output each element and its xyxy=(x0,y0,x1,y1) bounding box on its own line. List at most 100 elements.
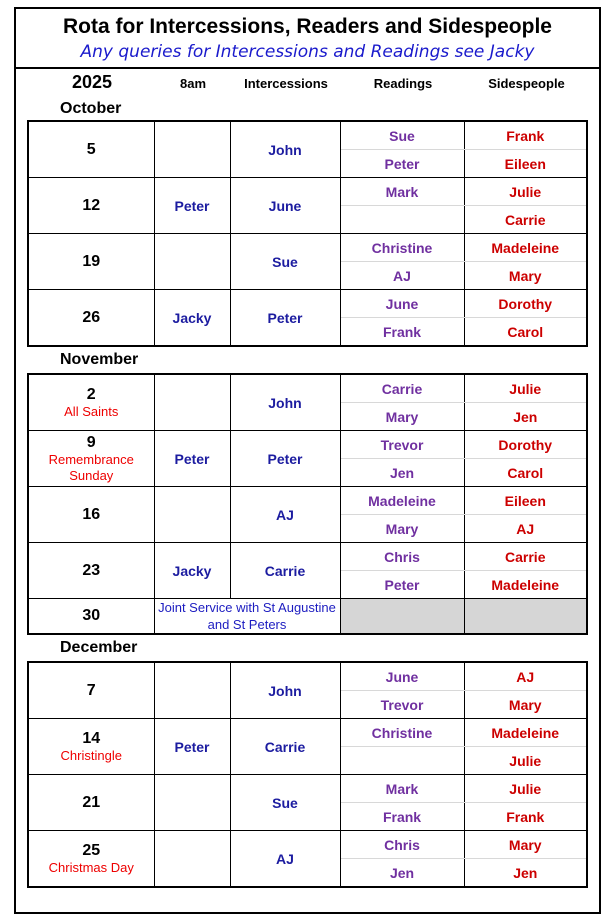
sidesperson-1: Julie xyxy=(463,774,588,803)
date: 19 xyxy=(82,252,101,270)
table-row: 16 AJ Madeleine Eileen xyxy=(27,486,588,543)
intercessions-person: June xyxy=(229,177,341,234)
column-header-8am: 8am xyxy=(179,76,207,91)
rota-document: Rota for Intercessions, Readers and Side… xyxy=(14,7,601,914)
service-note: Christingle xyxy=(60,747,122,763)
sidesperson-2: AJ xyxy=(463,514,588,543)
sidesperson-1: AJ xyxy=(463,661,588,691)
table-row: 12 Peter June Mark Julie xyxy=(27,177,588,234)
date-cell: 26 xyxy=(27,289,155,347)
sidesperson-1: Frank xyxy=(463,120,588,150)
reader-2: Trevor xyxy=(339,690,465,719)
table-row-lower: Peter Eileen xyxy=(28,149,588,178)
date-cell: 14 Christingle xyxy=(27,718,155,775)
date-cell: 23 xyxy=(27,542,155,599)
table-row-lower: Frank Frank xyxy=(28,802,588,831)
date: 25 xyxy=(82,841,101,859)
reader-2: Frank xyxy=(339,802,465,831)
page-subtitle: Any queries for Intercessions and Readin… xyxy=(80,42,535,62)
date-cell: 9 Remembrance Sunday xyxy=(27,430,155,487)
intercessions-person: John xyxy=(229,373,341,431)
sidesperson-1: Julie xyxy=(463,177,588,206)
8am-intercessor xyxy=(153,486,231,543)
8am-intercessor xyxy=(153,373,231,431)
sidesperson-1: Madeleine xyxy=(463,233,588,262)
reader-1: Trevor xyxy=(339,430,465,459)
table-row: 23 Jacky Carrie Chris Carrie xyxy=(27,542,588,599)
date: 26 xyxy=(82,308,101,326)
date-cell: 25 Christmas Day xyxy=(27,830,155,888)
column-header-sidespeople: Sidespeople xyxy=(488,76,565,91)
month-sections: October 5 John Sue Frank Peter Eileen 12 Peter Ju… xyxy=(16,97,599,888)
date: 21 xyxy=(82,793,101,811)
8am-intercessor: Jacky xyxy=(153,542,231,599)
8am-intercessor: Peter xyxy=(153,177,231,234)
sidesperson-2: Mary xyxy=(463,690,588,719)
page-title: Rota for Intercessions, Readers and Side… xyxy=(63,15,552,38)
intercessions-person: Peter xyxy=(229,289,341,347)
8am-intercessor: Jacky xyxy=(153,289,231,347)
date-cell: 16 xyxy=(27,486,155,543)
intercessions-person: John xyxy=(229,120,341,178)
sidesperson-1: Dorothy xyxy=(463,289,588,318)
reader-2 xyxy=(339,746,465,775)
8am-intercessor: Peter xyxy=(153,718,231,775)
reader-2: Frank xyxy=(339,317,465,347)
sidesperson-1: Madeleine xyxy=(463,718,588,747)
sidesperson-1: Dorothy xyxy=(463,430,588,459)
table-row-lower: Mary Jen xyxy=(28,402,588,431)
8am-intercessor xyxy=(153,661,231,719)
reader-1: Chris xyxy=(339,542,465,571)
sidesperson-1: Mary xyxy=(463,830,588,859)
reader-1: Christine xyxy=(339,233,465,262)
intercessions-person: Sue xyxy=(229,233,341,290)
date: 2 xyxy=(86,385,96,403)
table-row-lower: Peter Madeleine xyxy=(28,570,588,599)
table-row: 26 Jacky Peter June Dorothy xyxy=(27,289,588,347)
rota-table-october: 5 John Sue Frank Peter Eileen 12 Peter June Mark J… xyxy=(27,120,588,347)
table-row: 25 Christmas Day AJ Chris Mary xyxy=(27,830,588,888)
reader-1: Madeleine xyxy=(339,486,465,515)
sidesperson-2: Frank xyxy=(463,802,588,831)
table-row: 14 Christingle Peter Carrie Christine Madelei… xyxy=(27,718,588,775)
rota-table-november: 2 All Saints John Carrie Julie Mary Jen 9 Rememb… xyxy=(27,373,588,635)
reader-2: AJ xyxy=(339,261,465,290)
sidesperson-2: Carol xyxy=(463,317,588,347)
service-note: All Saints xyxy=(64,403,119,419)
table-row: 19 Sue Christine Madeleine xyxy=(27,233,588,290)
date: 14 xyxy=(82,729,101,747)
column-headers: 2025 8am Intercessions Readings Sidespeo… xyxy=(16,69,599,97)
intercessions-person: AJ xyxy=(229,830,341,888)
reader-2: Peter xyxy=(339,570,465,599)
8am-intercessor xyxy=(153,120,231,178)
date-cell: 12 xyxy=(27,177,155,234)
intercessions-person: John xyxy=(229,661,341,719)
sidesperson-2: Carrie xyxy=(463,205,588,234)
sidesperson-1: Eileen xyxy=(463,486,588,515)
table-row: 21 Sue Mark Julie xyxy=(27,774,588,831)
month-label: October xyxy=(60,100,122,117)
reader-2: Jen xyxy=(339,458,465,487)
intercessions-person: Carrie xyxy=(229,542,341,599)
reader-1: Christine xyxy=(339,718,465,747)
table-row-lower: Frank Carol xyxy=(28,317,588,347)
sidesperson-2: Jen xyxy=(463,858,588,888)
table-row: 9 Remembrance Sunday Peter Peter Trevor Dorot… xyxy=(27,430,588,487)
reader-1: Sue xyxy=(339,120,465,150)
date: 7 xyxy=(86,681,96,699)
sidesperson-2: Julie xyxy=(463,746,588,775)
sidesperson-2: Carol xyxy=(463,458,588,487)
year-label: 2025 xyxy=(71,72,113,92)
table-row-lower: Mary AJ xyxy=(28,514,588,543)
joint-service-note: Joint Service with St Augustine and St P… xyxy=(153,598,341,635)
reader-1: June xyxy=(339,661,465,691)
reader-2: Peter xyxy=(339,149,465,178)
table-row-lower: AJ Mary xyxy=(28,261,588,290)
date: 5 xyxy=(86,140,96,158)
8am-intercessor xyxy=(153,774,231,831)
date-cell: 7 xyxy=(27,661,155,719)
sidesperson-1: Carrie xyxy=(463,542,588,571)
sidesperson-2: Madeleine xyxy=(463,570,588,599)
reader-2: Mary xyxy=(339,402,465,431)
table-row: 7 John June AJ xyxy=(27,661,588,719)
